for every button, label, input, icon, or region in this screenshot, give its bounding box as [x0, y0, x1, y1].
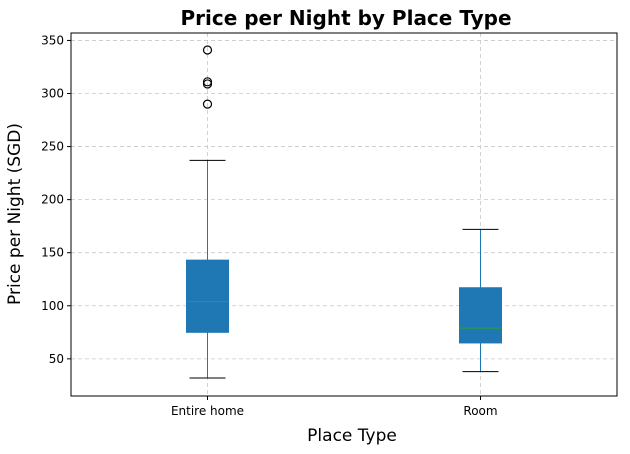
y-tick-label: 200: [41, 193, 64, 207]
y-tick-label: 350: [41, 33, 64, 47]
box-group: [186, 45, 229, 379]
box-iqr: [459, 287, 502, 344]
boxes-layer: [186, 45, 502, 379]
outlier-point: [202, 45, 213, 55]
outlier-point: [202, 77, 213, 87]
y-axis: 50 100 150 200 250 300 350: [41, 33, 71, 366]
x-axis-label: Place Type: [307, 426, 397, 446]
outlier-point: [202, 99, 213, 109]
y-tick-label: 250: [41, 140, 64, 154]
y-tick-label: 150: [41, 246, 64, 260]
y-axis-label: Price per Night (SGD): [5, 123, 25, 305]
y-tick-label: 100: [41, 299, 64, 313]
y-tick-label: 300: [41, 87, 64, 101]
x-tick-label: Room: [463, 404, 497, 418]
box-iqr: [186, 259, 229, 333]
plot-frame: [70, 32, 618, 397]
grid-lines: [71, 33, 617, 396]
chart-title: Price per Night by Place Type: [180, 6, 511, 30]
x-tick-label: Entire home: [171, 404, 244, 418]
box-group: [459, 228, 502, 373]
x-axis: Entire home Room: [171, 396, 498, 418]
y-tick-label: 50: [49, 352, 64, 366]
